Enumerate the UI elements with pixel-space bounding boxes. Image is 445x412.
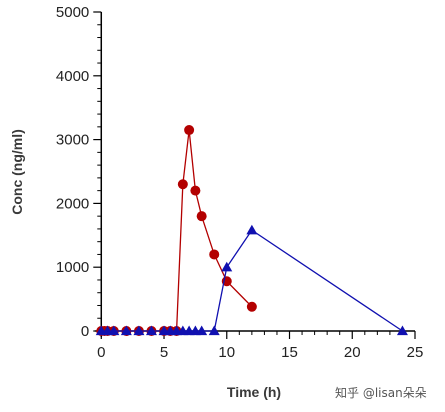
y-tick-label: 4000 xyxy=(56,68,89,85)
x-tick-label: 10 xyxy=(218,344,235,361)
y-tick-label: 5000 xyxy=(56,4,89,21)
y-axis-title: Conc (ng/ml) xyxy=(9,129,25,215)
x-tick-label: 15 xyxy=(281,344,298,361)
series-1 xyxy=(96,125,257,336)
watermark-text: 知乎 @lisan朵朵 xyxy=(335,386,427,400)
axes: 0 1000 2000 3000 4000 5000 0 5 10 15 20 25 xyxy=(56,4,423,361)
data-point xyxy=(196,211,207,222)
y-tick-label: 3000 xyxy=(56,132,89,149)
series-layer xyxy=(95,125,408,336)
data-point xyxy=(396,325,408,336)
series-2 xyxy=(95,224,408,336)
data-point xyxy=(120,325,132,336)
data-point xyxy=(108,325,120,336)
data-point xyxy=(184,125,195,136)
x-axis-title: Time (h) xyxy=(227,384,281,400)
y-tick-label: 0 xyxy=(81,323,89,340)
data-point xyxy=(190,185,201,196)
y-tick-label: 1000 xyxy=(56,259,89,276)
data-point xyxy=(133,325,145,336)
data-point xyxy=(196,325,208,336)
data-point xyxy=(177,179,188,190)
x-tick-label: 25 xyxy=(407,344,424,361)
x-tick-label: 0 xyxy=(97,344,105,361)
data-point xyxy=(246,224,258,235)
x-tick-label: 5 xyxy=(160,344,168,361)
data-point xyxy=(209,249,220,260)
data-point xyxy=(246,301,257,312)
data-point xyxy=(221,261,233,272)
series-line xyxy=(101,229,403,332)
x-tick-label: 20 xyxy=(344,344,361,361)
data-point xyxy=(145,325,157,336)
series-line xyxy=(101,129,253,332)
data-point xyxy=(208,325,220,336)
y-tick-label: 2000 xyxy=(56,195,89,212)
